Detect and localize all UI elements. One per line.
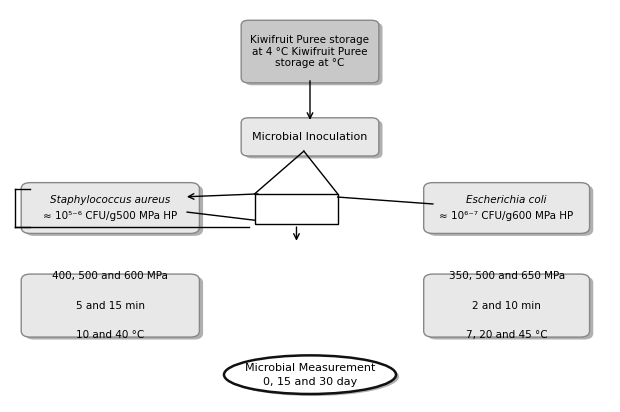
Text: Escherichia coli: Escherichia coli xyxy=(466,195,547,205)
Text: ≈ 10⁵⁻⁶ CFU/g500 MPa HP: ≈ 10⁵⁻⁶ CFU/g500 MPa HP xyxy=(43,211,177,221)
Text: 400, 500 and 600 MPa

5 and 15 min

10 and 40 °C: 400, 500 and 600 MPa 5 and 15 min 10 and… xyxy=(52,271,168,340)
Bar xyxy=(255,194,338,224)
FancyBboxPatch shape xyxy=(241,20,379,83)
Text: 0, 15 and 30 day: 0, 15 and 30 day xyxy=(263,377,357,386)
Ellipse shape xyxy=(227,357,399,396)
Text: ≈ 10⁶⁻⁷ CFU/g600 MPa HP: ≈ 10⁶⁻⁷ CFU/g600 MPa HP xyxy=(440,211,574,221)
Text: Microbial Measurement: Microbial Measurement xyxy=(245,363,375,373)
FancyBboxPatch shape xyxy=(245,23,383,85)
FancyBboxPatch shape xyxy=(423,274,590,337)
FancyBboxPatch shape xyxy=(25,276,203,339)
FancyBboxPatch shape xyxy=(21,274,200,337)
Text: Microbial Inoculation: Microbial Inoculation xyxy=(252,132,368,142)
FancyBboxPatch shape xyxy=(25,185,203,236)
FancyBboxPatch shape xyxy=(241,118,379,156)
Text: Kiwifruit Puree storage
at 4 °C Kiwifruit Puree
storage at °C: Kiwifruit Puree storage at 4 °C Kiwifrui… xyxy=(250,35,370,68)
FancyBboxPatch shape xyxy=(245,120,383,159)
FancyBboxPatch shape xyxy=(423,183,590,234)
Ellipse shape xyxy=(224,356,396,394)
FancyBboxPatch shape xyxy=(427,276,593,339)
Text: 350, 500 and 650 MPa

2 and 10 min

7, 20 and 45 °C: 350, 500 and 650 MPa 2 and 10 min 7, 20 … xyxy=(448,271,565,340)
FancyBboxPatch shape xyxy=(427,185,593,236)
Text: Staphylococcus aureus: Staphylococcus aureus xyxy=(50,195,170,205)
FancyBboxPatch shape xyxy=(21,183,200,234)
